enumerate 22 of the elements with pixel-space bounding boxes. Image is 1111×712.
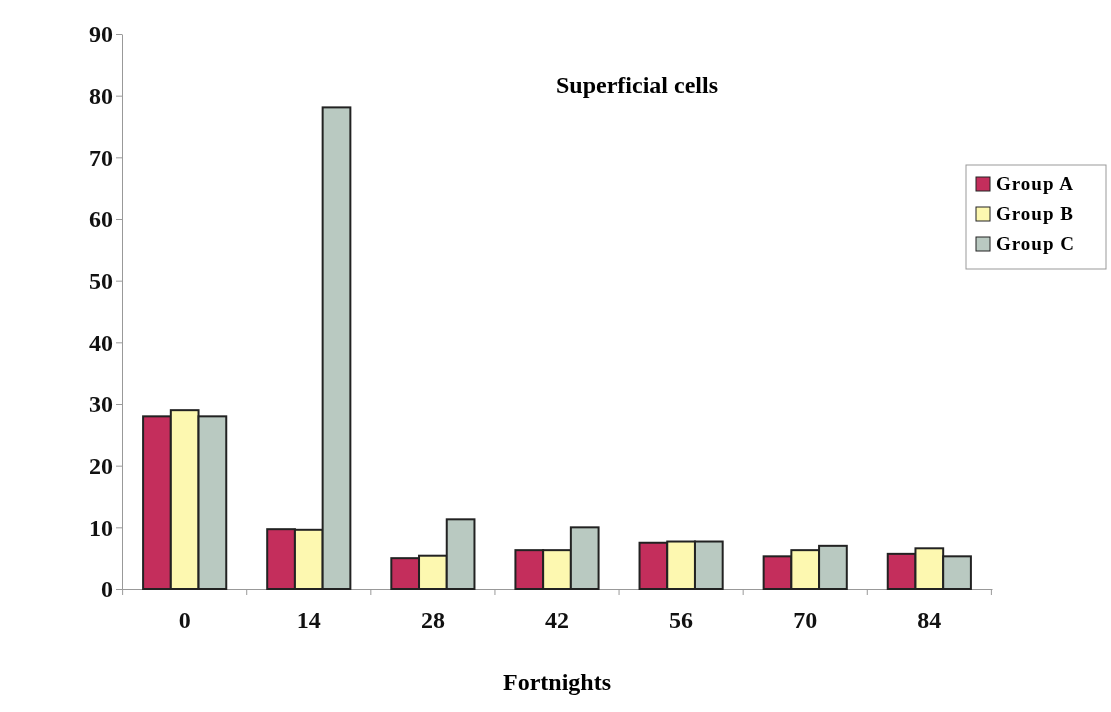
y-tick-label: 0	[101, 576, 113, 603]
x-axis-title: Fortnights	[503, 669, 611, 695]
y-tick-label: 50	[89, 267, 113, 294]
x-tick-label: 42	[545, 607, 569, 634]
y-tick-label: 70	[89, 144, 113, 171]
y-tick-label: 10	[89, 514, 113, 541]
y-tick-label: 30	[89, 391, 113, 418]
x-tick-label: 28	[420, 607, 445, 634]
legend-label: Group B	[996, 203, 1074, 224]
y-tick-label: 60	[89, 206, 113, 233]
legend-label: Group C	[996, 233, 1075, 254]
y-tick-label: 20	[89, 452, 113, 479]
x-tick-label: 70	[793, 607, 818, 634]
y-tick-label: 80	[89, 82, 113, 109]
x-tick-label: 0	[178, 607, 191, 634]
y-tick-label: 40	[89, 329, 113, 356]
legend-label: Group A	[996, 173, 1074, 194]
x-tick-label: 84	[917, 607, 942, 634]
y-tick-label: 90	[89, 21, 113, 48]
x-tick-label: 14	[296, 607, 321, 634]
x-tick-label: 56	[669, 607, 694, 634]
text: Superficial cells	[556, 72, 718, 98]
